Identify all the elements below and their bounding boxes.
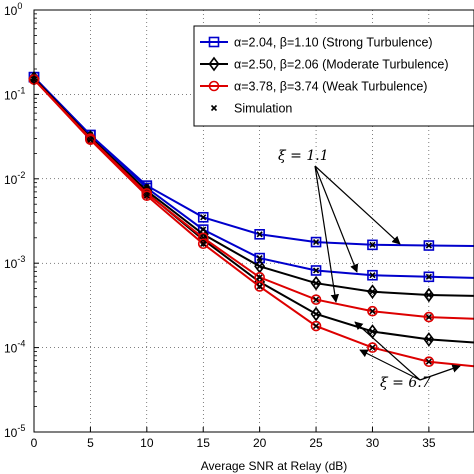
data-point xyxy=(197,211,209,223)
data-point xyxy=(310,236,322,248)
simulation-point xyxy=(312,322,320,330)
data-point xyxy=(197,232,209,244)
data-point xyxy=(423,271,435,283)
annotation-arrow xyxy=(419,364,461,381)
y-tick-label: 10-4 xyxy=(4,339,25,356)
x-tick-label: 20 xyxy=(253,436,267,450)
x-tick-label: 25 xyxy=(309,436,323,450)
data-point xyxy=(310,320,322,332)
x-tick-label: 15 xyxy=(197,436,211,450)
simulation-point xyxy=(425,291,432,299)
simulation-point xyxy=(256,283,263,290)
simulation-point xyxy=(312,280,320,287)
legend-marker xyxy=(208,56,220,72)
annotation-layer: ξ = 1.1 ξ = 6.7 xyxy=(278,148,461,391)
simulation-point xyxy=(369,288,376,295)
data-point xyxy=(367,305,378,317)
legend-item: α=2.04, β=1.10 (Strong Turbulence) xyxy=(200,36,433,50)
simulation-point xyxy=(200,240,207,247)
annotation-arrow xyxy=(314,165,401,245)
x-tick-label: 35 xyxy=(422,436,436,450)
simulation-point xyxy=(369,272,376,279)
x-tick-label: 0 xyxy=(31,436,38,450)
legend-label: α=2.04, β=1.10 (Strong Turbulence) xyxy=(234,36,433,50)
legend-item: α=2.50, β=2.06 (Moderate Turbulence) xyxy=(200,56,449,72)
simulation-point xyxy=(312,296,320,303)
y-tick-label: 10-2 xyxy=(4,170,25,187)
data-point xyxy=(254,228,265,240)
annotation-arrow xyxy=(314,165,359,273)
plot-frame xyxy=(33,9,474,433)
legend: α=2.04, β=1.10 (Strong Turbulence) α=2.50… xyxy=(193,25,474,127)
simulation-point xyxy=(200,214,207,221)
y-tick-label: 10-5 xyxy=(4,423,25,440)
legend-marker xyxy=(208,36,220,48)
simulation-point xyxy=(425,273,432,280)
data-point xyxy=(423,356,435,368)
simulation-point xyxy=(256,231,263,238)
simulation-point xyxy=(256,255,263,262)
legend-marker xyxy=(210,104,218,112)
data-point xyxy=(254,252,265,264)
simulation-point xyxy=(312,267,320,274)
data-point xyxy=(197,238,209,250)
legend-label: Simulation xyxy=(234,102,292,116)
legend-item: α=3.78, β=3.74 (Weak Turbulence) xyxy=(200,80,427,94)
data-point xyxy=(367,342,378,353)
data-point xyxy=(85,134,96,146)
x-tick-label: 30 xyxy=(366,436,380,450)
data-point xyxy=(367,269,378,281)
x-axis-label: Average SNR at Relay (dB) xyxy=(201,459,348,473)
simulation-point xyxy=(369,344,376,351)
series-layer xyxy=(28,71,474,368)
simulation-point xyxy=(256,263,263,270)
axis-ticks: 0 5 10 15 20 25 30 35 100 10-1 10-2 10-3 10-4 10-5 xyxy=(4,1,436,450)
legend-label: α=3.78, β=3.74 (Weak Turbulence) xyxy=(234,80,427,94)
annotation-xi-1-1: ξ = 1.1 xyxy=(278,148,329,164)
data-point xyxy=(254,281,265,292)
simulation-point xyxy=(312,238,320,246)
y-tick-label: 100 xyxy=(4,1,22,18)
legend-marker xyxy=(208,80,220,92)
legend-item: Simulation xyxy=(210,102,292,116)
y-tick-label: 10-1 xyxy=(4,85,25,102)
x-tick-label: 10 xyxy=(140,436,154,450)
simulation-point xyxy=(369,328,376,335)
simulation-point xyxy=(369,308,376,315)
data-point xyxy=(141,190,153,202)
data-point xyxy=(367,239,378,251)
annotation-xi-6-7: ξ = 6.7 xyxy=(380,375,431,391)
simulation-point xyxy=(425,242,432,249)
data-point xyxy=(310,265,322,276)
annotation-arrow xyxy=(359,349,421,381)
x-tick-label: 5 xyxy=(87,436,94,450)
data-point xyxy=(423,311,435,323)
simulation-point xyxy=(425,314,432,321)
series-weak-xi-1.1 xyxy=(28,74,474,323)
data-point xyxy=(310,294,322,305)
legend-label: α=2.50, β=2.06 (Moderate Turbulence) xyxy=(234,58,449,72)
simulation-point xyxy=(425,336,432,343)
legend-box xyxy=(193,25,474,127)
simulation-point xyxy=(369,241,376,248)
y-tick-label: 10-3 xyxy=(4,254,25,271)
simulation-point xyxy=(256,274,263,281)
simulation-point xyxy=(143,192,150,199)
simulation-point xyxy=(87,136,94,143)
data-point xyxy=(423,240,435,251)
annotation-arrow xyxy=(314,165,339,303)
simulation-point xyxy=(312,310,320,318)
series-weak-xi-6.7 xyxy=(28,74,474,368)
simulation-point xyxy=(425,358,432,365)
annotation-arrow xyxy=(354,321,421,381)
